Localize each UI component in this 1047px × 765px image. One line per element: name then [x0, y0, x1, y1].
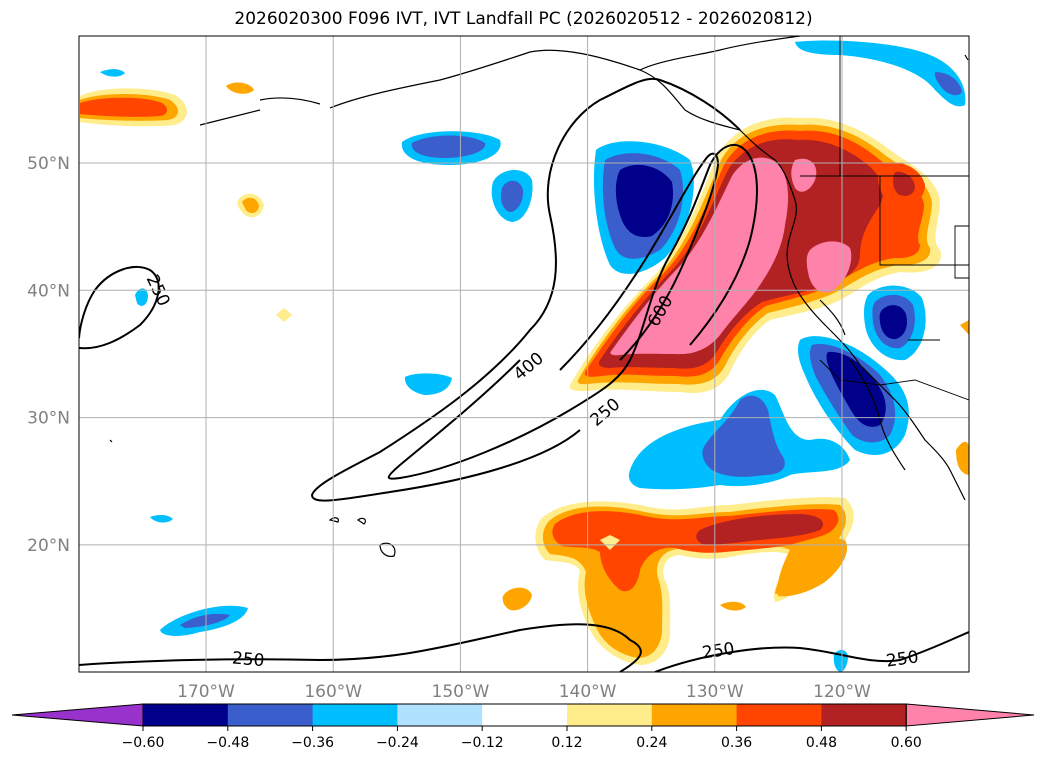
longitude-label: 160°W	[304, 682, 362, 702]
ivt-250-contour	[310, 77, 741, 502]
colorbar-segment	[482, 704, 568, 726]
latitude-label: 30°N	[27, 409, 70, 429]
colorbar-tick-label: 0.48	[806, 735, 837, 751]
political-borders	[800, 36, 969, 401]
contour-label-250-southeast: 250	[701, 639, 736, 663]
contour-label-250-east: 250	[885, 647, 920, 671]
colorbar-extend-low	[11, 703, 144, 727]
colorbar-tick-label: −0.24	[376, 735, 419, 751]
map-title: 2026020300 F096 IVT, IVT Landfall PC (20…	[234, 9, 813, 29]
colorbar-tick-label: −0.48	[206, 735, 249, 751]
colorbar-segment	[821, 704, 907, 726]
longitude-label: 150°W	[432, 682, 490, 702]
latitude-label: 50°N	[27, 154, 70, 174]
longitude-label: 170°W	[177, 682, 235, 702]
colorbar-tick-label: −0.60	[122, 735, 165, 751]
longitude-label: 140°W	[559, 682, 617, 702]
colorbar: −0.60 −0.48 −0.36 −0.24 −0.12 0.12 0.24 0.36 0.4…	[11, 703, 1035, 751]
latitude-label: 20°N	[27, 536, 70, 556]
colorbar-outline	[142, 703, 907, 727]
colorbar-tick-label: 0.36	[721, 735, 752, 751]
latitude-label: 40°N	[27, 281, 70, 301]
colorbar-extend-high	[905, 703, 1035, 727]
colorbar-tick-label: 0.12	[551, 735, 582, 751]
colorbar-segment	[143, 704, 229, 726]
colorbar-segment	[567, 704, 653, 726]
longitude-label: 130°W	[686, 682, 744, 702]
ivt-600-contour	[559, 152, 720, 371]
colorbar-segment	[312, 704, 398, 726]
gridlines	[79, 36, 969, 672]
colorbar-segment	[397, 704, 483, 726]
map-frame	[78, 35, 970, 673]
negative-pc-shading	[100, 40, 966, 672]
colorbar-segment	[227, 704, 314, 726]
positive-pc-shading	[80, 82, 969, 665]
colorbar-tick-label: −0.12	[461, 735, 504, 751]
ivt-250-contour-southeast	[654, 631, 969, 672]
ivt-250-contour-west	[79, 265, 160, 350]
colorbar-segment	[736, 704, 822, 726]
grid-labels: 170°W 160°W 150°W 140°W 130°W 120°W 50°N 40°N 30…	[27, 154, 871, 702]
longitude-label: 120°W	[813, 682, 871, 702]
coastlines	[109, 36, 969, 557]
colorbar-tick-label: 0.24	[636, 735, 667, 751]
colorbar-segment	[651, 704, 738, 726]
ivt-400-contour	[387, 144, 758, 480]
colorbar-tick-label: −0.36	[291, 735, 334, 751]
ivt-contours	[79, 77, 969, 672]
map-plot-area: 250 400 600 250 250 250 250	[79, 36, 969, 672]
colorbar-tick-label: 0.60	[891, 735, 922, 751]
contour-label-250-south: 250	[231, 648, 265, 671]
